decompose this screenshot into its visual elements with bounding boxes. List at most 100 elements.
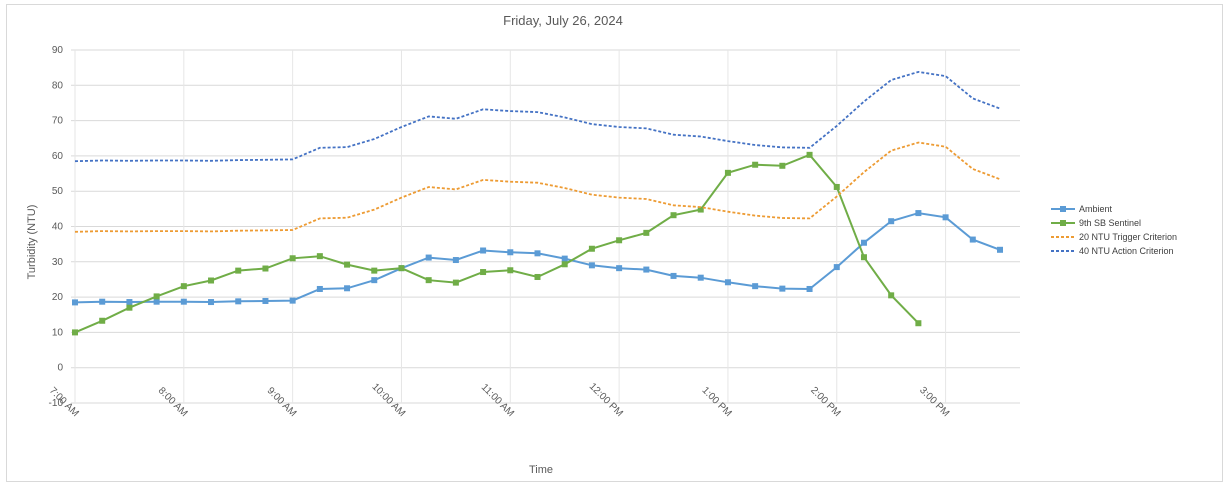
data-point xyxy=(235,298,242,305)
data-point xyxy=(316,253,323,260)
data-point xyxy=(969,236,976,243)
series-0 xyxy=(72,210,1003,306)
data-point xyxy=(344,261,351,268)
y-tick-label: 90 xyxy=(52,45,64,56)
chart-title: Friday, July 26, 2024 xyxy=(503,13,623,28)
data-point xyxy=(126,304,133,311)
data-point xyxy=(398,265,405,272)
data-point xyxy=(860,254,867,261)
y-axis-title: Turbidity (NTU) xyxy=(26,205,38,280)
data-point xyxy=(833,183,840,190)
chart-frame: Friday, July 26, 2024 Turbidity (NTU) Ti… xyxy=(6,4,1223,482)
data-point xyxy=(534,250,541,257)
data-point xyxy=(588,262,595,269)
data-point xyxy=(180,283,187,290)
gridlines xyxy=(71,49,1020,404)
y-tick-label: 70 xyxy=(52,116,64,127)
data-point xyxy=(643,229,650,236)
x-axis-title: Time xyxy=(529,464,553,476)
data-point xyxy=(561,255,568,262)
data-point xyxy=(588,245,595,252)
data-point xyxy=(942,214,949,221)
data-point xyxy=(452,257,459,264)
data-point xyxy=(316,285,323,292)
data-point xyxy=(344,285,351,292)
y-tick-label: 10 xyxy=(52,327,64,338)
data-point xyxy=(371,267,378,274)
data-point xyxy=(452,279,459,286)
data-point xyxy=(425,254,432,261)
data-point xyxy=(153,293,160,300)
data-point xyxy=(779,162,786,169)
y-tick-label: 0 xyxy=(57,363,63,374)
data-point xyxy=(997,246,1003,253)
data-point xyxy=(480,269,487,276)
y-tick-label: 30 xyxy=(52,257,64,268)
data-point xyxy=(208,277,215,284)
series-lines xyxy=(72,70,1003,336)
y-tick-labels: -10 0 10 20 30 40 50 60 70 80 90 xyxy=(49,45,64,409)
data-point xyxy=(833,264,840,271)
y-tick-label: 50 xyxy=(52,186,64,197)
data-point xyxy=(616,265,623,272)
x-tick-label: 9:00 AM xyxy=(265,385,299,419)
data-point xyxy=(262,265,269,272)
data-point xyxy=(289,255,296,262)
y-tick-label: 80 xyxy=(52,80,64,91)
series-3 xyxy=(74,70,1001,163)
y-tick-label: 40 xyxy=(52,222,64,233)
x-tick-label: 2:00 PM xyxy=(808,385,842,419)
legend: Ambient 9th SB Sentinel 20 NTU Trigger Cri… xyxy=(1051,204,1177,256)
data-point xyxy=(371,277,378,284)
data-point xyxy=(806,151,813,158)
data-point xyxy=(153,298,160,305)
data-point xyxy=(180,298,187,305)
series-2 xyxy=(74,141,1001,233)
series-line xyxy=(74,153,920,334)
series-line xyxy=(74,70,1001,163)
data-point xyxy=(289,297,296,304)
legend-marker xyxy=(1060,206,1066,212)
data-point xyxy=(915,320,922,327)
data-point xyxy=(888,292,895,299)
legend-marker xyxy=(1060,220,1066,226)
series-1 xyxy=(72,151,922,336)
data-point xyxy=(697,206,704,213)
data-point xyxy=(507,249,514,256)
data-point xyxy=(208,299,215,306)
x-tick-labels: 7:00 AM 8:00 AM 9:00 AM 10:00 AM 11:00 AM 12:… xyxy=(47,381,951,419)
data-point xyxy=(670,272,677,279)
legend-entry: Ambient xyxy=(1079,204,1113,214)
data-point xyxy=(262,297,269,304)
data-point xyxy=(507,267,514,274)
data-point xyxy=(99,317,106,324)
data-point xyxy=(860,239,867,246)
data-point xyxy=(643,266,650,273)
data-point xyxy=(670,212,677,219)
data-point xyxy=(99,298,106,305)
legend-entry: 40 NTU Action Criterion xyxy=(1079,246,1174,256)
data-point xyxy=(697,274,704,281)
data-point xyxy=(72,299,78,306)
legend-entry: 20 NTU Trigger Criterion xyxy=(1079,232,1177,242)
data-point xyxy=(72,329,78,336)
legend-entry: 9th SB Sentinel xyxy=(1079,218,1141,228)
series-line xyxy=(74,141,1001,233)
data-point xyxy=(724,279,731,286)
data-point xyxy=(915,210,922,217)
data-point xyxy=(752,161,759,168)
data-point xyxy=(616,237,623,244)
data-point xyxy=(561,261,568,268)
x-tick-label: 3:00 PM xyxy=(917,385,951,419)
turbidity-line-chart: Friday, July 26, 2024 Turbidity (NTU) Ti… xyxy=(26,13,1177,476)
data-point xyxy=(888,218,895,225)
data-point xyxy=(724,169,731,176)
data-point xyxy=(534,273,541,280)
y-tick-label: -10 xyxy=(49,398,64,409)
data-point xyxy=(126,299,133,306)
data-point xyxy=(779,285,786,292)
x-tick-label: 8:00 AM xyxy=(156,385,190,419)
x-tick-label: 1:00 PM xyxy=(699,385,733,419)
y-tick-label: 60 xyxy=(52,151,64,162)
y-tick-label: 20 xyxy=(52,292,64,303)
